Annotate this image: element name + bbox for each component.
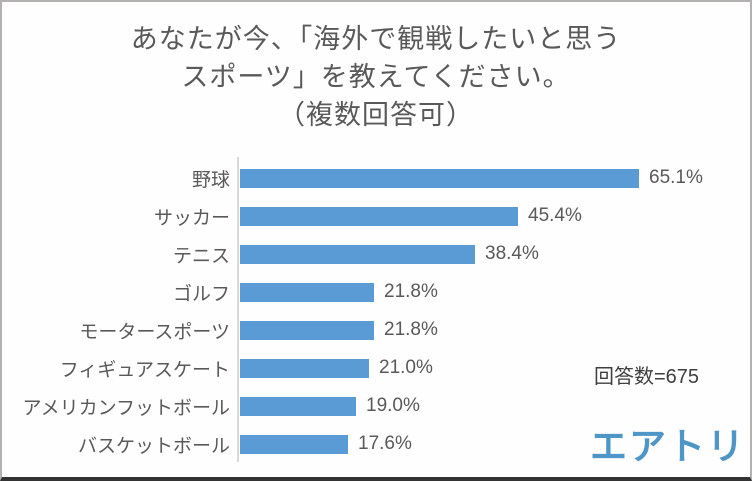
- value-label: 21.8%: [384, 319, 438, 340]
- bar: [240, 396, 356, 416]
- bar: [240, 168, 639, 188]
- bar-chart: 野球 65.1% サッカー 45.4% テニス 38.4% ゴルフ 21.8% モータースポーツ…: [2, 159, 750, 463]
- chart-row: ゴルフ 21.8%: [2, 273, 750, 311]
- airtrip-logo: エアトリ: [590, 426, 746, 467]
- category-label: サッカー: [153, 207, 230, 229]
- category-label: 野球: [191, 169, 230, 191]
- value-label: 45.4%: [528, 205, 582, 226]
- respondents-count: 回答数=675: [594, 366, 700, 388]
- category-label: テニス: [172, 245, 230, 267]
- chart-row: サッカー 45.4%: [2, 197, 750, 235]
- category-label: モータースポーツ: [79, 321, 230, 343]
- chart-title-line2: スポーツ」を教えてください。: [181, 62, 571, 92]
- chart-row: アメリカンフットボール 19.0%: [2, 387, 750, 425]
- bar-cell: 21.8%: [230, 281, 750, 303]
- bar: [240, 282, 374, 302]
- bar-cell: 21.8%: [230, 319, 750, 341]
- category-label: バスケットボール: [77, 435, 230, 457]
- bar: [240, 358, 369, 378]
- category-label: アメリカンフットボール: [22, 397, 230, 419]
- bar: [240, 434, 348, 454]
- category-label: フィギュアスケート: [59, 359, 230, 381]
- bar-cell: 21.0%: [230, 357, 750, 379]
- bar-cell: 38.4%: [230, 243, 750, 265]
- bar-cell: 19.0%: [230, 395, 750, 417]
- chart-row: モータースポーツ 21.8%: [2, 311, 750, 349]
- bar-cell: 17.6%: [230, 433, 750, 455]
- chart-title: あなたが今、「海外で観戦したいと思う スポーツ」を教えてください。 （複数回答可…: [2, 20, 750, 134]
- bar: [240, 206, 518, 226]
- chart-row: 野球 65.1%: [2, 159, 750, 197]
- chart-title-line1: あなたが今、「海外で観戦したいと思う: [130, 24, 622, 54]
- value-label: 65.1%: [649, 167, 703, 188]
- bar-cell: 65.1%: [230, 167, 750, 189]
- category-label: ゴルフ: [172, 283, 230, 305]
- value-label: 17.6%: [358, 433, 412, 454]
- bar: [240, 320, 374, 340]
- y-axis-line: [237, 157, 239, 462]
- value-label: 21.0%: [379, 357, 433, 378]
- value-label: 38.4%: [485, 243, 539, 264]
- value-label: 19.0%: [366, 395, 420, 416]
- bar-cell: 45.4%: [230, 205, 750, 227]
- value-label: 21.8%: [384, 281, 438, 302]
- chart-row: バスケットボール 17.6%: [2, 425, 750, 463]
- chart-title-line3: （複数回答可）: [278, 100, 474, 130]
- bar: [240, 244, 475, 264]
- chart-row: フィギュアスケート 21.0%: [2, 349, 750, 387]
- chart-row: テニス 38.4%: [2, 235, 750, 273]
